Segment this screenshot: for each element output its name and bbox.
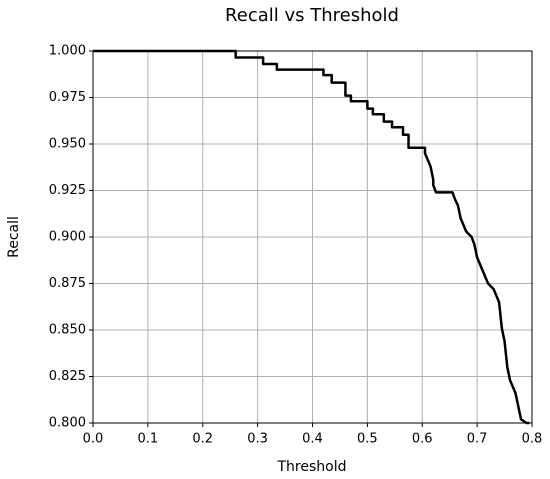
plot-frame [92,50,533,424]
y-tick-label: 0.825 [49,369,86,384]
y-tick-label: 0.850 [49,323,86,338]
x-tick-label: 0.7 [467,432,488,447]
x-tick-label: 0.4 [302,432,323,447]
y-tick-label: 0.925 [49,183,86,198]
x-tick-label: 0.1 [138,432,159,447]
x-tick-label: 0.6 [412,432,433,447]
x-tick-label: 0.0 [83,432,104,447]
x-tick-label: 0.5 [357,432,378,447]
y-axis-label: Recall [6,216,22,258]
x-axis-label: Threshold [277,459,347,475]
line [93,49,530,425]
y-tick-label: 0.875 [49,276,86,291]
y-tick-label: 0.975 [49,90,86,105]
y-tick-label: 0.900 [49,230,86,245]
x-tick-label: 0.2 [192,432,213,447]
y-tick-label: 0.950 [49,137,86,152]
x-tick-label: 0.8 [522,432,543,447]
y-tick-label: 1.000 [49,44,86,59]
chart-title: Recall vs Threshold [225,5,399,26]
y-tick-label: 0.800 [49,416,86,431]
x-tick-label: 0.3 [247,432,268,447]
